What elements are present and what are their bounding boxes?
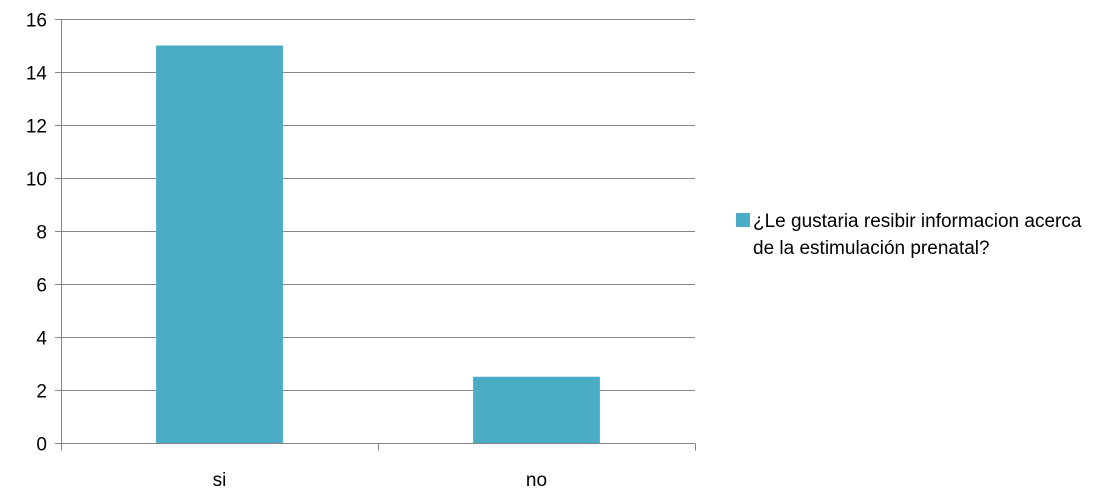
legend: ¿Le gustaria resibir informacion acerca … [736, 208, 1096, 262]
y-tick-label: 8 [36, 223, 47, 244]
x-tick-label: no [526, 470, 547, 491]
bar-no [473, 376, 600, 443]
y-tick-label: 12 [26, 117, 47, 138]
bar-si [156, 45, 283, 443]
y-tick-label: 10 [26, 170, 47, 191]
y-tick-label: 0 [36, 435, 47, 456]
legend-swatch [736, 213, 750, 227]
axes [55, 19, 696, 451]
y-tick-label: 4 [36, 329, 47, 350]
y-tick-label: 14 [26, 64, 48, 85]
bars [156, 45, 600, 443]
x-tick-label: si [213, 470, 227, 491]
legend-label: ¿Le gustaria resibir informacion acerca … [753, 211, 1082, 259]
tick-labels: 0 2 4 6 8 10 12 14 16 si no [26, 11, 547, 492]
y-tick-label: 2 [36, 382, 47, 403]
y-tick-label: 6 [36, 276, 47, 297]
y-tick-label: 16 [26, 11, 47, 32]
